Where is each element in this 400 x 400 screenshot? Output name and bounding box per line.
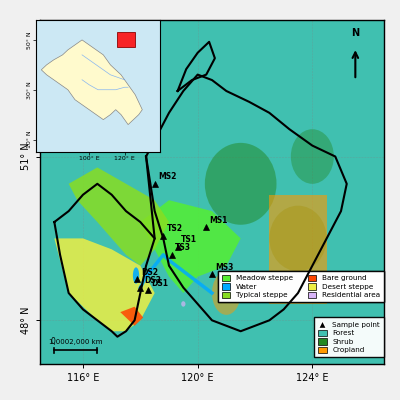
Polygon shape [140, 200, 241, 293]
FancyBboxPatch shape [269, 195, 327, 304]
Text: N: N [351, 28, 359, 38]
Text: 1,0002,000 km: 1,0002,000 km [49, 339, 102, 345]
Legend: Meadow steppe, Water, Typical steppe, Bare ground, Desert steppe, Residential ar: Meadow steppe, Water, Typical steppe, Ba… [218, 271, 384, 302]
Polygon shape [120, 307, 143, 326]
Ellipse shape [181, 301, 186, 307]
Ellipse shape [212, 271, 241, 315]
Text: MS1: MS1 [210, 216, 228, 225]
FancyBboxPatch shape [40, 20, 384, 364]
Text: MS2: MS2 [158, 172, 176, 182]
Ellipse shape [133, 267, 139, 284]
Ellipse shape [269, 206, 327, 271]
FancyBboxPatch shape [118, 32, 135, 47]
Ellipse shape [291, 129, 334, 184]
Polygon shape [41, 40, 142, 125]
Text: MS3: MS3 [216, 262, 234, 272]
Polygon shape [54, 238, 155, 331]
Text: 0: 0 [50, 337, 55, 346]
Text: DS2: DS2 [141, 268, 158, 277]
Text: TS2: TS2 [167, 224, 183, 233]
Text: DS1: DS1 [151, 279, 168, 288]
Text: TS1: TS1 [181, 235, 197, 244]
Text: TS3: TS3 [175, 244, 191, 252]
Polygon shape [69, 168, 169, 266]
Text: DS3: DS3 [144, 276, 161, 285]
Ellipse shape [205, 143, 276, 225]
